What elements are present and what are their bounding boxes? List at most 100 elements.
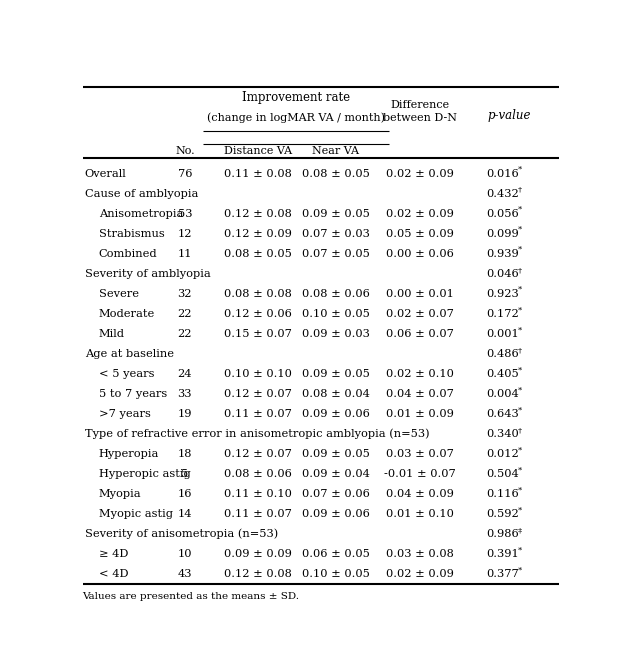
Text: †: † bbox=[518, 266, 521, 274]
Text: 0.07 ± 0.03: 0.07 ± 0.03 bbox=[302, 229, 370, 239]
Text: 0.09 ± 0.05: 0.09 ± 0.05 bbox=[302, 209, 370, 219]
Text: 0.09 ± 0.05: 0.09 ± 0.05 bbox=[302, 369, 370, 379]
Text: 0.12 ± 0.07: 0.12 ± 0.07 bbox=[225, 449, 292, 459]
Text: 0.03 ± 0.08: 0.03 ± 0.08 bbox=[386, 549, 454, 559]
Text: 0.046: 0.046 bbox=[486, 269, 519, 279]
Text: *: * bbox=[518, 506, 521, 514]
Text: Myopia: Myopia bbox=[99, 489, 142, 499]
Text: 10: 10 bbox=[177, 549, 192, 559]
Text: Severity of amblyopia: Severity of amblyopia bbox=[85, 269, 211, 279]
Text: 0.00 ± 0.01: 0.00 ± 0.01 bbox=[386, 289, 454, 299]
Text: 0.09 ± 0.09: 0.09 ± 0.09 bbox=[225, 549, 292, 559]
Text: Myopic astig: Myopic astig bbox=[99, 509, 173, 519]
Text: 0.391: 0.391 bbox=[486, 549, 519, 559]
Text: 0.504: 0.504 bbox=[486, 469, 519, 479]
Text: Distance VA: Distance VA bbox=[225, 146, 292, 156]
Text: †: † bbox=[518, 186, 521, 194]
Text: 0.340: 0.340 bbox=[486, 429, 519, 439]
Text: 0.986: 0.986 bbox=[486, 529, 519, 539]
Text: Improvement rate: Improvement rate bbox=[242, 91, 350, 104]
Text: 0.923: 0.923 bbox=[486, 289, 519, 299]
Text: 0.04 ± 0.09: 0.04 ± 0.09 bbox=[386, 489, 454, 499]
Text: 0.405: 0.405 bbox=[486, 369, 519, 379]
Text: 0.02 ± 0.09: 0.02 ± 0.09 bbox=[386, 169, 454, 179]
Text: †: † bbox=[518, 346, 521, 354]
Text: Mild: Mild bbox=[99, 329, 125, 339]
Text: Severity of anisometropia (n=53): Severity of anisometropia (n=53) bbox=[85, 529, 278, 540]
Text: (change in logMAR VA / month): (change in logMAR VA / month) bbox=[206, 112, 384, 123]
Text: 0.00 ± 0.06: 0.00 ± 0.06 bbox=[386, 249, 454, 259]
Text: Moderate: Moderate bbox=[99, 309, 155, 319]
Text: 0.11 ± 0.10: 0.11 ± 0.10 bbox=[225, 489, 292, 499]
Text: 53: 53 bbox=[177, 209, 192, 219]
Text: 0.486: 0.486 bbox=[486, 349, 519, 359]
Text: 0.09 ± 0.04: 0.09 ± 0.04 bbox=[302, 469, 370, 479]
Text: Values are presented as the means ± SD.: Values are presented as the means ± SD. bbox=[82, 592, 299, 601]
Text: 22: 22 bbox=[177, 309, 192, 319]
Text: 0.08 ± 0.08: 0.08 ± 0.08 bbox=[225, 289, 292, 299]
Text: Difference
between D-N: Difference between D-N bbox=[382, 100, 457, 123]
Text: 11: 11 bbox=[177, 249, 192, 259]
Text: *: * bbox=[518, 366, 521, 374]
Text: 0.10 ± 0.10: 0.10 ± 0.10 bbox=[225, 369, 292, 379]
Text: Hyperopic astig: Hyperopic astig bbox=[99, 469, 191, 479]
Text: *: * bbox=[518, 466, 521, 474]
Text: 22: 22 bbox=[177, 329, 192, 339]
Text: 5 to 7 years: 5 to 7 years bbox=[99, 389, 167, 399]
Text: 0.09 ± 0.06: 0.09 ± 0.06 bbox=[302, 509, 370, 519]
Text: >7 years: >7 years bbox=[99, 409, 151, 419]
Text: 0.001: 0.001 bbox=[486, 329, 519, 339]
Text: 0.12 ± 0.06: 0.12 ± 0.06 bbox=[225, 309, 292, 319]
Text: 0.07 ± 0.05: 0.07 ± 0.05 bbox=[302, 249, 370, 259]
Text: *: * bbox=[518, 306, 521, 314]
Text: 0.08 ± 0.06: 0.08 ± 0.06 bbox=[225, 469, 292, 479]
Text: 0.592: 0.592 bbox=[486, 509, 519, 519]
Text: 32: 32 bbox=[177, 289, 192, 299]
Text: Age at baseline: Age at baseline bbox=[85, 349, 174, 359]
Text: 0.11 ± 0.07: 0.11 ± 0.07 bbox=[225, 409, 292, 419]
Text: 0.172: 0.172 bbox=[486, 309, 519, 319]
Text: *: * bbox=[518, 246, 521, 254]
Text: 0.02 ± 0.10: 0.02 ± 0.10 bbox=[386, 369, 454, 379]
Text: -0.01 ± 0.07: -0.01 ± 0.07 bbox=[384, 469, 455, 479]
Text: Strabismus: Strabismus bbox=[99, 229, 165, 239]
Text: 33: 33 bbox=[177, 389, 192, 399]
Text: Combined: Combined bbox=[99, 249, 157, 259]
Text: *: * bbox=[518, 406, 521, 414]
Text: 43: 43 bbox=[177, 569, 192, 579]
Text: < 4D: < 4D bbox=[99, 569, 128, 579]
Text: Cause of amblyopia: Cause of amblyopia bbox=[85, 189, 198, 199]
Text: *: * bbox=[518, 487, 521, 495]
Text: *: * bbox=[518, 566, 521, 575]
Text: ≥ 4D: ≥ 4D bbox=[99, 549, 128, 559]
Text: Severe: Severe bbox=[99, 289, 139, 299]
Text: < 5 years: < 5 years bbox=[99, 369, 154, 379]
Text: ‡: ‡ bbox=[518, 526, 521, 534]
Text: 0.02 ± 0.07: 0.02 ± 0.07 bbox=[386, 309, 454, 319]
Text: 0.06 ± 0.07: 0.06 ± 0.07 bbox=[386, 329, 454, 339]
Text: Overall: Overall bbox=[85, 169, 126, 179]
Text: 0.09 ± 0.03: 0.09 ± 0.03 bbox=[302, 329, 370, 339]
Text: 0.15 ± 0.07: 0.15 ± 0.07 bbox=[225, 329, 292, 339]
Text: *: * bbox=[518, 386, 521, 394]
Text: Hyperopia: Hyperopia bbox=[99, 449, 159, 459]
Text: 18: 18 bbox=[177, 449, 192, 459]
Text: *: * bbox=[518, 446, 521, 454]
Text: 0.10 ± 0.05: 0.10 ± 0.05 bbox=[302, 309, 370, 319]
Text: 19: 19 bbox=[177, 409, 192, 419]
Text: 0.377: 0.377 bbox=[486, 569, 519, 579]
Text: 0.06 ± 0.05: 0.06 ± 0.05 bbox=[302, 549, 370, 559]
Text: 76: 76 bbox=[177, 169, 192, 179]
Text: 0.12 ± 0.08: 0.12 ± 0.08 bbox=[225, 569, 292, 579]
Text: 0.08 ± 0.06: 0.08 ± 0.06 bbox=[302, 289, 370, 299]
Text: 0.939: 0.939 bbox=[486, 249, 519, 259]
Text: 0.11 ± 0.08: 0.11 ± 0.08 bbox=[225, 169, 292, 179]
Text: 0.12 ± 0.08: 0.12 ± 0.08 bbox=[225, 209, 292, 219]
Text: 0.01 ± 0.10: 0.01 ± 0.10 bbox=[386, 509, 454, 519]
Text: *: * bbox=[518, 286, 521, 294]
Text: 0.09 ± 0.06: 0.09 ± 0.06 bbox=[302, 409, 370, 419]
Text: 0.10 ± 0.05: 0.10 ± 0.05 bbox=[302, 569, 370, 579]
Text: †: † bbox=[518, 426, 521, 434]
Text: 24: 24 bbox=[177, 369, 192, 379]
Text: 0.004: 0.004 bbox=[486, 389, 519, 399]
